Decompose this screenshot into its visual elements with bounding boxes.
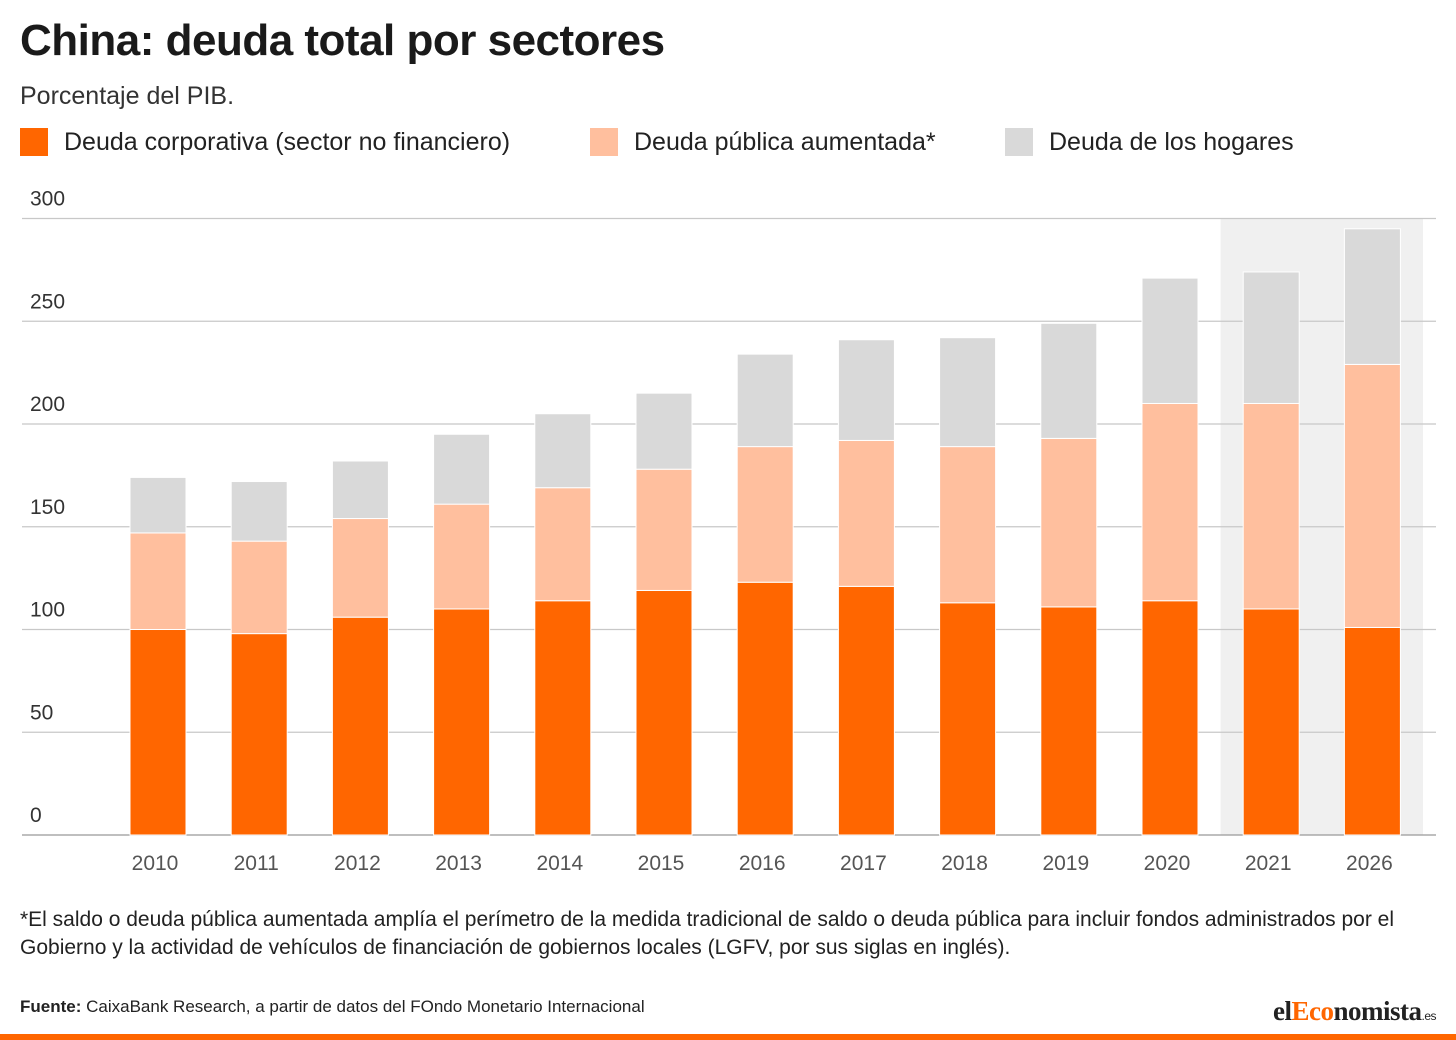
legend-item-publica: Deuda pública aumentada*	[590, 128, 1005, 157]
bottom-accent-bar	[0, 1034, 1456, 1040]
bar-2014-series-1	[534, 487, 592, 602]
bar-2011-series-0	[230, 633, 288, 836]
legend-label-corporativa: Deuda corporativa (sector no financiero)	[64, 127, 511, 156]
bar-2010-series-0	[129, 629, 187, 836]
bar-2016-series-2	[736, 353, 794, 448]
chart-title: China: deuda total por sectores	[20, 16, 665, 65]
bar-2012-series-1	[331, 518, 389, 618]
bar-2026-series-0	[1343, 626, 1401, 836]
x-tick-label-2014: 2014	[536, 852, 583, 875]
chart-subtitle: Porcentaje del PIB.	[20, 82, 235, 110]
bar-2019-series-2	[1040, 322, 1098, 439]
legend-label-hogares: Deuda de los hogares	[1049, 127, 1294, 156]
footnote: *El saldo o deuda pública aumentada ampl…	[20, 908, 1395, 959]
logo-accent: Eco	[1291, 996, 1334, 1026]
legend-swatch-publica	[590, 128, 618, 156]
bar-2018-series-0	[939, 602, 997, 836]
bar-2015-series-0	[635, 589, 693, 836]
logo-tld: .es	[1421, 1009, 1436, 1023]
y-tick-label-150: 150	[30, 496, 65, 519]
bar-2020-series-0	[1141, 600, 1199, 836]
x-tick-label-2021: 2021	[1245, 852, 1292, 875]
bar-2017-series-0	[837, 585, 895, 836]
eleconomista-logo: elEconomista.es	[1272, 996, 1437, 1027]
bar-2014-series-2	[534, 413, 592, 489]
logo-prefix: el	[1272, 996, 1292, 1026]
chart-legend: Deuda corporativa (sector no financiero)…	[20, 124, 1294, 160]
x-tick-label-2012: 2012	[334, 852, 381, 875]
y-tick-label-0: 0	[30, 804, 42, 827]
x-tick-label-2015: 2015	[638, 852, 685, 875]
x-tick-label-2010: 2010	[132, 852, 179, 875]
bar-2013-series-0	[433, 608, 491, 836]
bar-2026-series-2	[1343, 228, 1401, 365]
bar-2013-series-2	[433, 433, 491, 505]
x-tick-label-2016: 2016	[739, 852, 786, 875]
bar-2020-series-2	[1141, 277, 1199, 404]
bar-2021-series-0	[1242, 608, 1300, 836]
legend-item-corporativa: Deuda corporativa (sector no financiero)	[20, 128, 590, 157]
legend-swatch-corporativa	[20, 128, 48, 156]
source-note: Fuente: CaixaBank Research, a partir de …	[20, 997, 645, 1017]
y-tick-label-100: 100	[30, 599, 65, 622]
bar-2011-series-2	[230, 481, 288, 542]
bar-2018-series-1	[939, 446, 997, 604]
source-label: Fuente:	[20, 997, 82, 1016]
x-tick-label-2011: 2011	[234, 852, 279, 875]
bar-2016-series-0	[736, 581, 794, 836]
x-tick-label-2026: 2026	[1346, 852, 1393, 875]
bar-2019-series-1	[1040, 437, 1098, 608]
bar-2014-series-0	[534, 600, 592, 836]
source-text: CaixaBank Research, a partir de datos de…	[81, 997, 645, 1016]
y-tick-label-200: 200	[30, 393, 65, 416]
legend-item-hogares: Deuda de los hogares	[1005, 128, 1294, 157]
stacked-bar-chart: 0 50 100 150 200 250 300 2010 2011 2012 2013 2014 20…	[22, 188, 1436, 875]
bar-2013-series-1	[433, 503, 491, 610]
bar-2019-series-0	[1040, 606, 1098, 836]
y-tick-label-300: 300	[30, 188, 65, 211]
y-tick-label-250: 250	[30, 290, 65, 313]
bar-2021-series-2	[1242, 271, 1300, 404]
bar-2011-series-1	[230, 540, 288, 635]
x-tick-label-2017: 2017	[840, 852, 887, 875]
bar-2016-series-1	[736, 446, 794, 583]
legend-swatch-hogares	[1005, 128, 1033, 156]
y-tick-label-50: 50	[30, 701, 53, 724]
bar-2012-series-0	[331, 616, 389, 836]
bar-2017-series-1	[837, 439, 895, 587]
x-tick-label-2019: 2019	[1042, 852, 1089, 875]
bar-2020-series-1	[1141, 402, 1199, 602]
legend-label-publica: Deuda pública aumentada*	[634, 127, 936, 156]
x-tick-label-2020: 2020	[1144, 852, 1191, 875]
bar-2018-series-2	[939, 337, 997, 448]
bar-2026-series-1	[1343, 363, 1401, 628]
logo-suffix: nomista	[1333, 996, 1422, 1026]
x-tick-label-2018: 2018	[941, 852, 988, 875]
bar-2012-series-2	[331, 460, 389, 520]
bar-2010-series-2	[129, 476, 187, 534]
bar-2017-series-2	[837, 339, 895, 441]
bar-2015-series-2	[635, 392, 693, 470]
bar-2015-series-1	[635, 468, 693, 591]
bar-2021-series-1	[1242, 402, 1300, 610]
bar-2010-series-1	[129, 532, 187, 631]
x-tick-label-2013: 2013	[435, 852, 482, 875]
